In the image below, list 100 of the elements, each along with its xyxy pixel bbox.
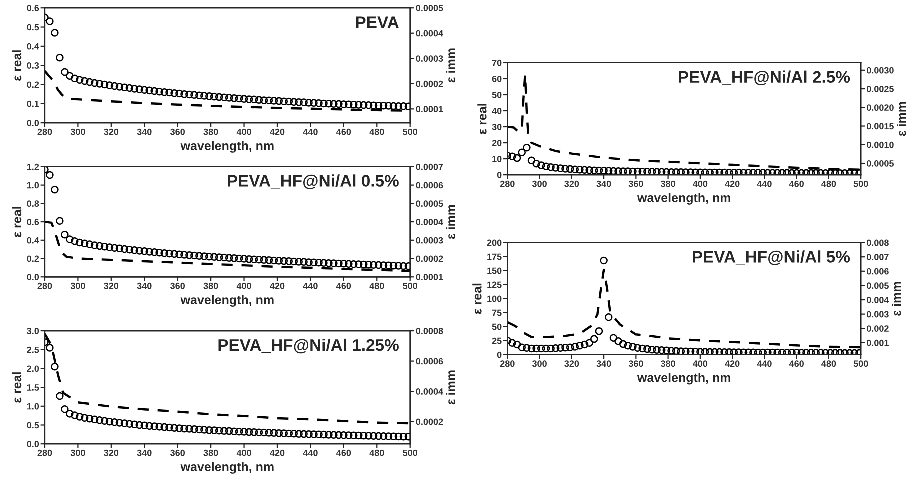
x-axis-title: wavelength, nm — [180, 462, 274, 474]
y-tick-label: 1.2 — [27, 164, 40, 170]
y2-axis-title: ε imm — [446, 205, 456, 240]
y-tick-label: 100 — [488, 296, 502, 302]
x-tick-label: 420 — [725, 180, 740, 188]
x-tick-label: 360 — [628, 360, 644, 368]
x-tick-label: 360 — [628, 180, 644, 188]
x-tick-label: 340 — [137, 128, 152, 136]
x-tick-label: 440 — [303, 282, 318, 290]
y-tick-label: 3.0 — [27, 328, 40, 334]
y2-tick-label: 0.0002 — [416, 418, 444, 426]
x-tick-label: 360 — [170, 128, 186, 136]
x-axis-title: wavelength, nm — [180, 295, 274, 307]
y2-tick-label: 0.0005 — [416, 200, 444, 208]
x-tick-label: 340 — [596, 180, 612, 188]
chart-title: PEVA_HF@Ni/Al 2.5% — [679, 70, 850, 86]
y-tick-label: 0.2 — [27, 256, 40, 262]
y-tick-label: 0.0 — [27, 441, 40, 448]
x-tick-label: 360 — [170, 450, 186, 456]
x-tick-label: 380 — [204, 128, 218, 136]
y2-tick-label: 0.0004 — [416, 219, 444, 226]
x-tick-label: 480 — [822, 180, 836, 188]
y-tick-label: 60 — [492, 76, 502, 82]
y-tick-label: 30 — [492, 124, 502, 130]
x-tick-label: 480 — [370, 128, 384, 136]
y-tick-label: 0.4 — [27, 43, 40, 50]
x-tick-label: 380 — [204, 282, 218, 290]
y-tick-label: 1.0 — [27, 182, 40, 189]
x-tick-label: 420 — [725, 360, 740, 368]
x-tick-label: 480 — [370, 450, 384, 456]
x-tick-label: 300 — [70, 128, 86, 136]
x-tick-label: 500 — [403, 282, 418, 290]
x-tick-label: 320 — [104, 450, 119, 456]
y-tick-label: 50 — [492, 324, 502, 330]
y-tick-label: 150 — [488, 268, 502, 274]
y-tick-label: 0.0 — [27, 120, 40, 126]
y-axis-title: ε real — [12, 50, 22, 81]
line-series — [44, 220, 410, 272]
x-tick-label: 460 — [336, 128, 352, 136]
y-tick-label: 0.3 — [27, 62, 40, 69]
x-tick-label: 320 — [104, 128, 119, 136]
y-tick-label: 1.5 — [27, 384, 40, 391]
y2-tick-label: 0.002 — [866, 326, 889, 332]
y-tick-label: 20 — [492, 140, 502, 146]
y2-tick-label: 0.0007 — [416, 164, 444, 170]
x-tick-label: 460 — [336, 282, 352, 290]
y-tick-label: 0 — [497, 172, 502, 178]
x-tick-label: 400 — [236, 282, 252, 290]
y2-tick-label: 0.0010 — [866, 142, 894, 148]
y2-axis-title: ε imm — [897, 102, 906, 136]
y2-tick-label: 0.005 — [866, 282, 889, 290]
y-tick-label: 0.6 — [27, 5, 40, 12]
y2-tick-label: 0.0002 — [416, 256, 444, 262]
x-tick-label: 280 — [500, 360, 515, 368]
chart-title: PEVA_HF@Ni/Al 0.5% — [228, 174, 399, 190]
y-tick-label: 125 — [488, 282, 502, 288]
y-tick-label: 0.4 — [27, 237, 40, 244]
y-tick-label: 2.5 — [27, 346, 40, 354]
y2-tick-label: 0.0006 — [416, 182, 444, 189]
y2-tick-label: 0.006 — [866, 268, 889, 275]
y-tick-label: 10 — [492, 156, 502, 162]
y2-axis-title: ε imm — [892, 282, 902, 316]
x-tick-label: 400 — [693, 360, 708, 368]
x-tick-label: 440 — [303, 128, 318, 136]
x-tick-label: 320 — [104, 282, 119, 290]
chart-title: PEVA_HF@Ni/Al 1.25% — [218, 338, 399, 354]
x-tick-label: 500 — [403, 128, 418, 136]
y-tick-label: 2.0 — [27, 366, 40, 372]
y2-tick-label: 0.0005 — [416, 5, 444, 12]
x-tick-label: 320 — [564, 180, 580, 188]
y-tick-label: 200 — [487, 240, 502, 246]
y-tick-label: 175 — [488, 254, 502, 260]
y2-tick-label: 0.0015 — [866, 123, 894, 130]
x-tick-label: 300 — [70, 450, 86, 456]
line-series — [44, 332, 410, 425]
y2-tick-label: 0.0006 — [416, 358, 444, 365]
y2-tick-label: 0.0030 — [866, 67, 894, 74]
x-tick-label: 460 — [789, 360, 804, 368]
x-tick-label: 380 — [204, 450, 218, 456]
x-tick-label: 400 — [693, 180, 708, 188]
x-tick-label: 280 — [38, 128, 52, 136]
y-tick-label: 0.8 — [27, 200, 40, 208]
x-axis-title: wavelength, nm — [637, 193, 730, 205]
y-tick-label: 0.5 — [27, 422, 40, 429]
x-tick-label: 300 — [70, 282, 86, 290]
y-axis-title: ε real — [472, 284, 482, 314]
x-tick-label: 420 — [270, 282, 285, 290]
x-tick-label: 460 — [789, 180, 804, 188]
x-tick-label: 280 — [500, 180, 515, 188]
y-tick-label: 70 — [492, 60, 502, 66]
x-tick-label: 300 — [532, 360, 547, 368]
x-tick-label: 500 — [403, 450, 418, 456]
y2-tick-label: 0.0003 — [416, 237, 444, 244]
x-tick-label: 340 — [137, 450, 152, 456]
y2-axis-title: ε imm — [446, 370, 456, 405]
x-tick-label: 280 — [38, 282, 52, 290]
y-tick-label: 0.5 — [27, 24, 40, 31]
y-axis-title: ε real — [478, 104, 487, 134]
y-tick-label: 1.0 — [27, 403, 40, 410]
x-tick-label: 340 — [596, 360, 612, 368]
